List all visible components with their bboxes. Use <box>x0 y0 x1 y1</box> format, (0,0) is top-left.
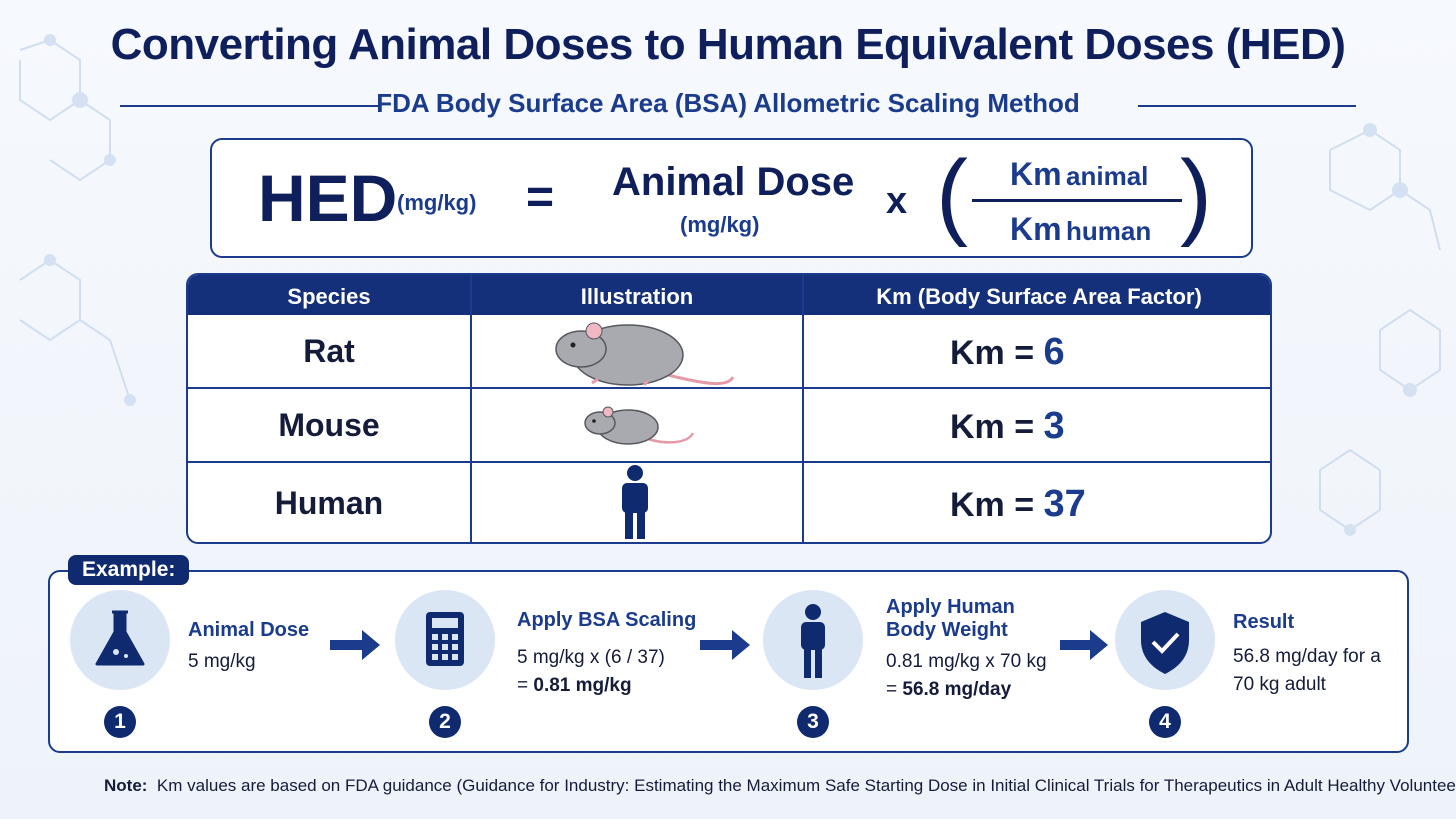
km-cell: Km = 6 <box>950 331 1065 374</box>
step-number: 2 <box>429 706 461 738</box>
result-value: 0.81 mg/kg <box>533 675 632 696</box>
formula-term: Animal Dose <box>612 160 855 204</box>
species: Human <box>274 485 384 521</box>
step-number: 4 <box>1149 706 1181 738</box>
note: Note: Km values are based on FDA guidanc… <box>104 776 1456 796</box>
step-detail: 0.81 mg/kg x 70 kg <box>886 651 1047 672</box>
step-number: 3 <box>797 706 829 738</box>
formula-lhs: HED <box>258 161 398 235</box>
col-rule <box>802 275 804 542</box>
note-text: Km values are based on FDA guidance (Gui… <box>156 776 1456 795</box>
step-title: Animal Dose <box>188 619 310 641</box>
formula-term-unit: (mg/kg) <box>680 212 760 237</box>
result-value: 56.8 mg/day <box>902 679 1012 700</box>
step-detail: 5 mg/kg <box>188 651 256 672</box>
step-title: Apply Human Body Weight <box>886 596 1015 641</box>
step-number: 1 <box>104 706 136 738</box>
denominator-label: human <box>1066 216 1152 246</box>
col-rule <box>470 275 472 542</box>
km-value: 37 <box>1043 483 1086 525</box>
subtitle: FDA Body Surface Area (BSA) Allometric S… <box>376 88 1080 118</box>
km-cell: Km = 3 <box>950 405 1065 448</box>
step-result: = 56.8 mg/day <box>886 676 1011 704</box>
fraction-bar <box>972 199 1182 202</box>
step-title: Apply BSA Scaling <box>517 609 697 631</box>
table-header <box>188 275 1270 315</box>
formula-lhs-unit: (mg/kg) <box>397 190 477 215</box>
formula-times: x <box>886 180 908 222</box>
species: Mouse <box>278 407 380 443</box>
step-result: = 0.81 mg/kg <box>517 672 632 700</box>
km-label: Km = <box>950 408 1035 446</box>
note-label: Note: <box>104 776 148 795</box>
formula-box <box>210 138 1253 258</box>
table-header-cell: Species <box>287 284 371 309</box>
numerator: Km animal <box>1010 156 1148 193</box>
formula-equals: = <box>526 171 555 224</box>
km-cell: Km = 37 <box>950 483 1086 526</box>
km-table: Species Illustration Km (Body Surface Ar… <box>186 273 1272 544</box>
km-value: 3 <box>1043 405 1065 447</box>
numerator-symbol: Km <box>1010 156 1062 192</box>
step-detail: 5 mg/kg x (6 / 37) <box>517 647 665 668</box>
km-value: 6 <box>1043 331 1065 373</box>
species: Rat <box>303 333 355 369</box>
km-label: Km = <box>950 486 1035 524</box>
table-header-cell: Illustration <box>580 284 694 309</box>
mouse-illustration <box>584 406 695 445</box>
denominator: Km human <box>1010 211 1151 248</box>
rat-illustration <box>555 322 735 387</box>
row-rule <box>188 387 1270 389</box>
denominator-symbol: Km <box>1010 211 1062 247</box>
human-illustration <box>622 465 648 539</box>
paren: ( <box>936 141 968 248</box>
step-detail: 56.8 mg/day for a 70 kg adult <box>1233 646 1381 695</box>
km-label: Km = <box>950 334 1035 372</box>
example-label: Example: <box>68 555 190 585</box>
paren: ) <box>1180 141 1212 248</box>
illustrations <box>555 322 735 539</box>
row-rule <box>188 461 1270 463</box>
result-prefix: = <box>517 675 529 696</box>
step-title: Result <box>1233 611 1295 633</box>
numerator-label: animal <box>1066 161 1149 191</box>
table-header-cell: Km (Body Surface Area Factor) <box>876 284 1202 309</box>
result-prefix: = <box>886 679 898 700</box>
title: Converting Animal Doses to Human Equival… <box>110 20 1346 69</box>
